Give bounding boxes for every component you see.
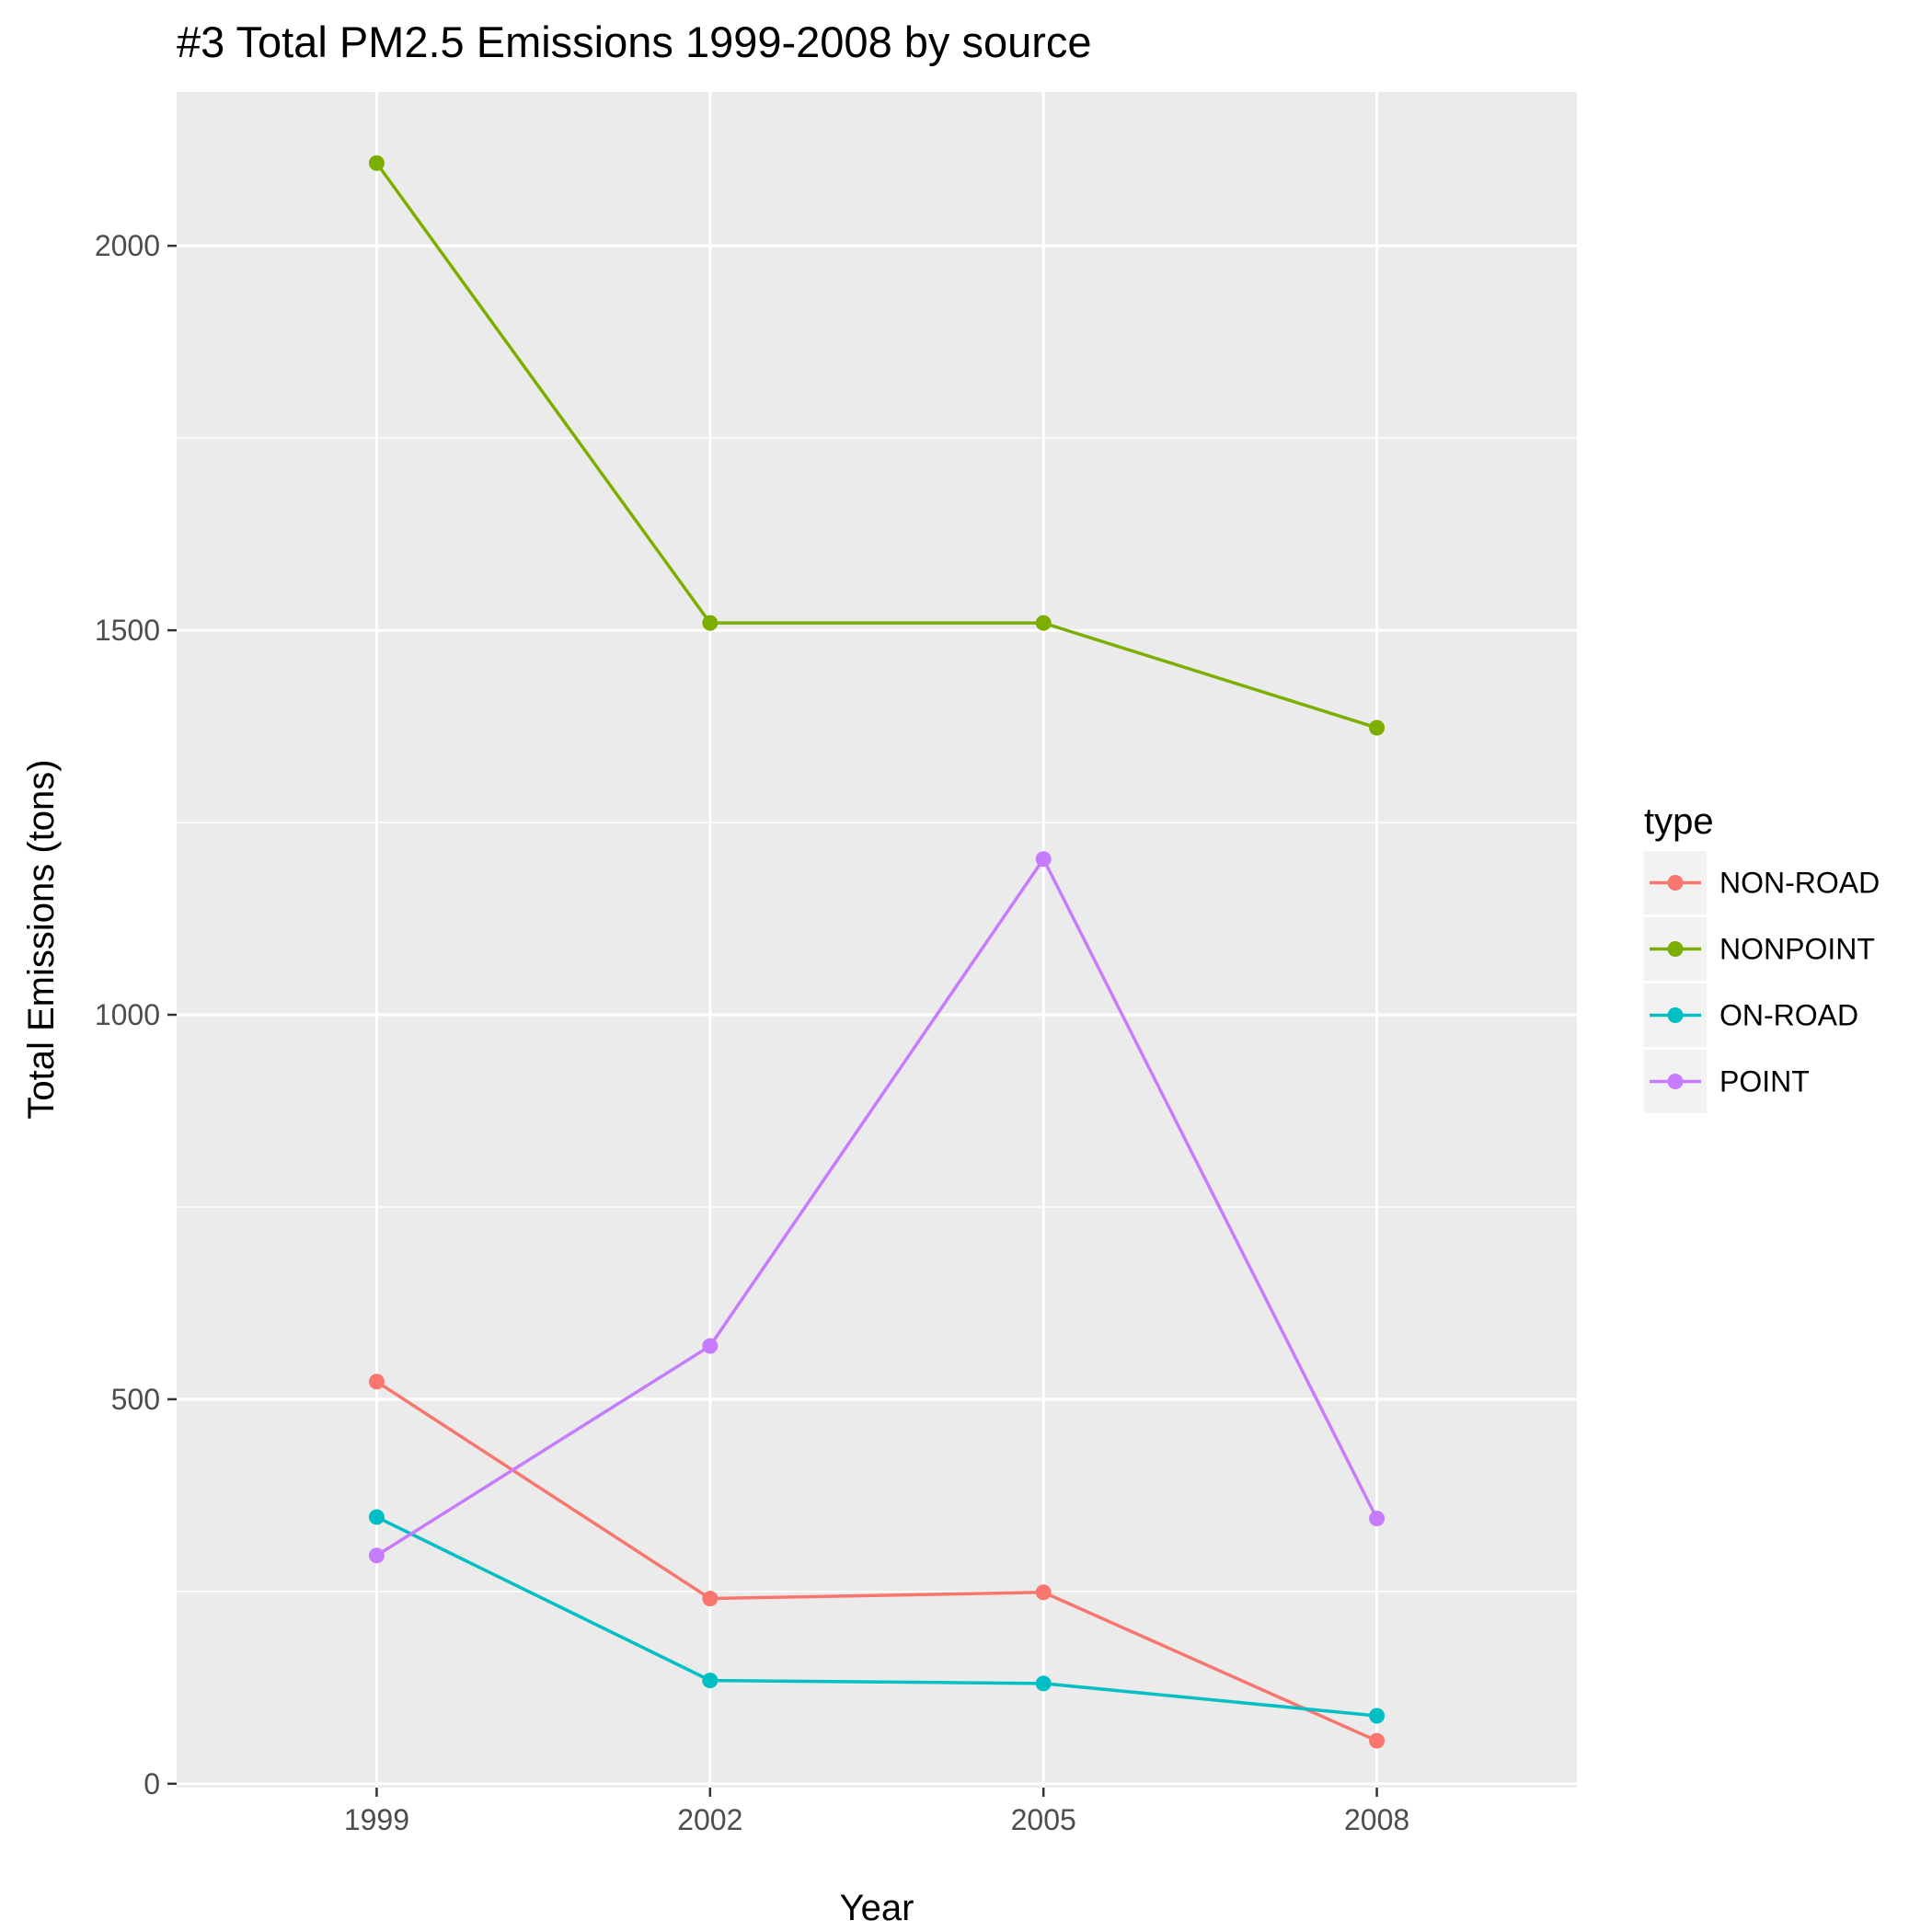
y-axis-title: Total Emissions (tons) bbox=[21, 759, 62, 1119]
legend-key-point bbox=[1667, 875, 1684, 891]
series-line-point bbox=[375, 857, 1379, 1558]
legend-label-point: POINT bbox=[1719, 1065, 1810, 1098]
series-layer bbox=[368, 155, 1386, 1749]
legend-label-on-road: ON-ROAD bbox=[1719, 999, 1858, 1032]
data-point-nonpoint bbox=[702, 615, 719, 631]
minor-gridlines bbox=[177, 437, 1577, 1593]
data-point-on-road bbox=[1369, 1708, 1386, 1724]
data-point-non-road bbox=[702, 1591, 719, 1607]
data-point-nonpoint bbox=[1369, 719, 1386, 736]
data-point-non-road bbox=[368, 1374, 385, 1390]
x-tick-label: 2005 bbox=[1011, 1803, 1076, 1836]
legend-label-nonpoint: NONPOINT bbox=[1719, 933, 1875, 966]
data-point-nonpoint bbox=[368, 155, 385, 171]
plot-panel bbox=[177, 92, 1577, 1788]
data-point-point bbox=[1035, 851, 1052, 868]
y-tick-label: 500 bbox=[111, 1383, 160, 1416]
legend-key-point bbox=[1667, 1007, 1684, 1023]
data-point-non-road bbox=[1035, 1584, 1052, 1601]
legend-key-point bbox=[1667, 941, 1684, 957]
data-point-on-road bbox=[368, 1509, 385, 1525]
x-axis-title: Year bbox=[840, 1888, 914, 1928]
data-point-point bbox=[702, 1338, 719, 1354]
data-point-non-road bbox=[1369, 1732, 1386, 1749]
y-tick-label: 2000 bbox=[95, 229, 160, 262]
x-tick-label: 2008 bbox=[1344, 1803, 1409, 1836]
data-point-on-road bbox=[702, 1673, 719, 1689]
y-tick-label: 0 bbox=[144, 1767, 160, 1800]
legend-label-non-road: NON-ROAD bbox=[1719, 867, 1880, 900]
legend-key-point bbox=[1667, 1074, 1684, 1089]
y-tick-label: 1000 bbox=[95, 998, 160, 1031]
axis-ticks: 0 500 1000 1500 2000 1999 2002 2005 2008 bbox=[95, 229, 1409, 1836]
y-tick-label: 1500 bbox=[95, 614, 160, 647]
data-point-point bbox=[368, 1547, 385, 1564]
data-point-point bbox=[1369, 1510, 1386, 1526]
chart-title: #3 Total PM2.5 Emissions 1999-2008 by so… bbox=[177, 17, 1092, 66]
series-line-nonpoint bbox=[375, 162, 1378, 730]
series-line-non-road bbox=[375, 1380, 1378, 1742]
legend: type NON-ROAD NONPOINT ON-ROAD POINT bbox=[1644, 801, 1880, 1113]
major-gridlines bbox=[177, 92, 1577, 1788]
legend-title: type bbox=[1644, 801, 1714, 842]
x-tick-label: 2002 bbox=[677, 1803, 742, 1836]
data-point-nonpoint bbox=[1035, 615, 1052, 631]
x-tick-label: 1999 bbox=[344, 1803, 409, 1836]
data-point-on-road bbox=[1035, 1675, 1052, 1692]
series-line-on-road bbox=[375, 1515, 1377, 1718]
